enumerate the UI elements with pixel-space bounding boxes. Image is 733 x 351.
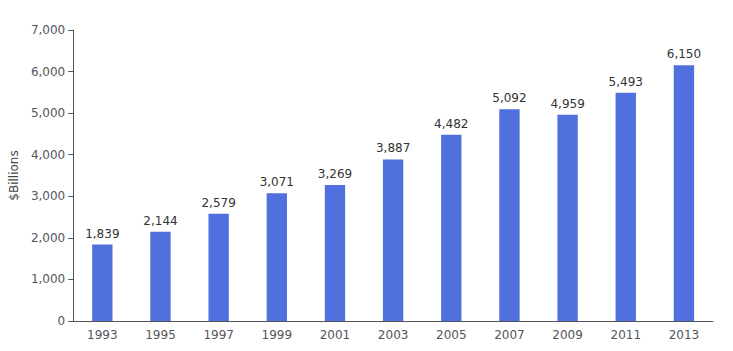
svg-text:4,959: 4,959	[550, 97, 584, 111]
svg-text:1997: 1997	[203, 328, 234, 342]
svg-text:2007: 2007	[494, 328, 525, 342]
svg-text:1995: 1995	[145, 328, 176, 342]
svg-text:1993: 1993	[87, 328, 118, 342]
svg-text:3,269: 3,269	[318, 167, 352, 181]
svg-text:2009: 2009	[552, 328, 583, 342]
svg-text:5,092: 5,092	[492, 91, 526, 105]
svg-text:6,150: 6,150	[667, 47, 701, 61]
svg-text:4,482: 4,482	[434, 117, 468, 131]
svg-text:5,000: 5,000	[31, 106, 65, 120]
svg-text:4,000: 4,000	[31, 148, 65, 162]
svg-text:7,000: 7,000	[31, 23, 65, 37]
svg-text:2,579: 2,579	[201, 196, 235, 210]
svg-text:2,000: 2,000	[31, 231, 65, 245]
svg-text:1999: 1999	[262, 328, 293, 342]
svg-text:3,887: 3,887	[376, 141, 410, 155]
svg-text:1,839: 1,839	[85, 227, 119, 241]
svg-text:2,144: 2,144	[143, 214, 177, 228]
svg-text:5,493: 5,493	[609, 75, 643, 89]
svg-text:2005: 2005	[436, 328, 467, 342]
svg-text:2011: 2011	[610, 328, 641, 342]
svg-text:$Billions: $Billions	[7, 150, 21, 200]
svg-text:3,071: 3,071	[260, 175, 294, 189]
svg-text:2003: 2003	[378, 328, 409, 342]
svg-text:2013: 2013	[669, 328, 700, 342]
svg-text:1,000: 1,000	[31, 272, 65, 286]
svg-text:0: 0	[58, 314, 66, 328]
svg-text:3,000: 3,000	[31, 189, 65, 203]
svg-text:2001: 2001	[320, 328, 351, 342]
svg-text:6,000: 6,000	[31, 65, 65, 79]
